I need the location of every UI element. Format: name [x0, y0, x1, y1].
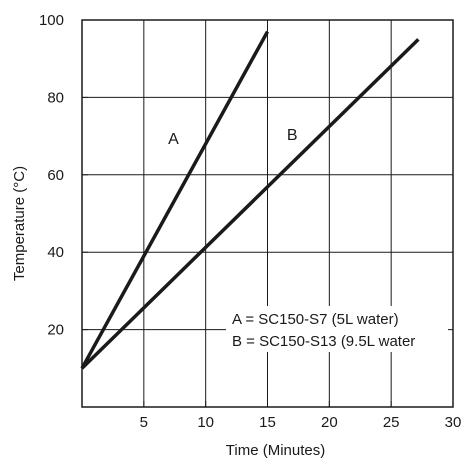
- y-axis-ticks: 20 40 60 80 100: [39, 12, 88, 339]
- y-tick-label-100: 100: [39, 12, 64, 29]
- x-tick-label-15: 15: [259, 414, 276, 431]
- y-tick-label-80: 80: [47, 89, 64, 106]
- y-tick-label-60: 60: [47, 167, 64, 184]
- legend-entry-a: A = SC150-S7 (5L water): [232, 311, 399, 328]
- x-tick-label-30: 30: [445, 414, 462, 431]
- legend-background: [226, 306, 448, 352]
- legend: A = SC150-S7 (5L water) B = SC150-S13 (9…: [226, 306, 448, 352]
- x-tick-label-20: 20: [321, 414, 338, 431]
- y-tick-label-20: 20: [47, 322, 64, 339]
- legend-entry-b: B = SC150-S13 (9.5L water: [232, 333, 415, 350]
- x-tick-label-10: 10: [197, 414, 214, 431]
- series-line-a: [80, 30, 270, 370]
- series-label-b: B: [287, 127, 298, 144]
- series-line-b: [80, 38, 420, 370]
- x-tick-label-25: 25: [383, 414, 400, 431]
- x-axis-ticks: 5 10 15 20 25 30: [140, 401, 462, 431]
- series-label-a: A: [168, 131, 179, 148]
- series-lines: [80, 30, 420, 370]
- y-tick-label-40: 40: [47, 244, 64, 261]
- y-axis-label: Temperature (°C): [11, 166, 28, 281]
- x-axis-label: Time (Minutes): [226, 442, 325, 459]
- x-tick-label-5: 5: [140, 414, 148, 431]
